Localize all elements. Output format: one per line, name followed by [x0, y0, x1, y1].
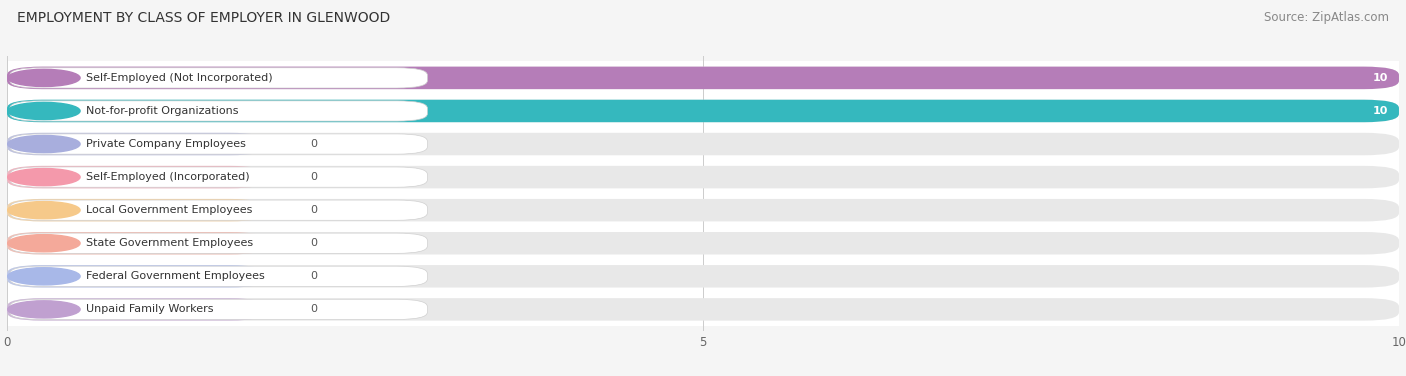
- FancyBboxPatch shape: [10, 200, 427, 220]
- Text: State Government Employees: State Government Employees: [87, 238, 253, 248]
- FancyBboxPatch shape: [7, 199, 264, 221]
- Circle shape: [7, 69, 80, 86]
- Text: Private Company Employees: Private Company Employees: [87, 139, 246, 149]
- Text: 0: 0: [311, 305, 318, 314]
- FancyBboxPatch shape: [7, 265, 1399, 288]
- Bar: [7, 161, 1399, 194]
- Bar: [7, 61, 1399, 94]
- Circle shape: [7, 202, 80, 219]
- Bar: [7, 227, 1399, 260]
- Text: 0: 0: [311, 238, 318, 248]
- FancyBboxPatch shape: [7, 133, 1399, 155]
- Text: Federal Government Employees: Federal Government Employees: [87, 271, 266, 281]
- Bar: [7, 194, 1399, 227]
- Text: Self-Employed (Not Incorporated): Self-Employed (Not Incorporated): [87, 73, 273, 83]
- FancyBboxPatch shape: [7, 67, 1399, 89]
- Text: Local Government Employees: Local Government Employees: [87, 205, 253, 215]
- Text: 0: 0: [311, 139, 318, 149]
- Text: Not-for-profit Organizations: Not-for-profit Organizations: [87, 106, 239, 116]
- FancyBboxPatch shape: [7, 232, 264, 255]
- Bar: [7, 127, 1399, 161]
- FancyBboxPatch shape: [7, 100, 1399, 122]
- Text: 10: 10: [1372, 73, 1388, 83]
- Circle shape: [7, 235, 80, 252]
- Text: EMPLOYMENT BY CLASS OF EMPLOYER IN GLENWOOD: EMPLOYMENT BY CLASS OF EMPLOYER IN GLENW…: [17, 11, 389, 25]
- Text: Unpaid Family Workers: Unpaid Family Workers: [87, 305, 214, 314]
- FancyBboxPatch shape: [7, 298, 264, 321]
- Circle shape: [7, 301, 80, 318]
- FancyBboxPatch shape: [7, 265, 264, 288]
- FancyBboxPatch shape: [7, 232, 1399, 255]
- FancyBboxPatch shape: [10, 167, 427, 187]
- FancyBboxPatch shape: [10, 233, 427, 253]
- Bar: [7, 94, 1399, 127]
- FancyBboxPatch shape: [7, 298, 1399, 321]
- FancyBboxPatch shape: [7, 166, 1399, 188]
- FancyBboxPatch shape: [7, 133, 264, 155]
- FancyBboxPatch shape: [10, 101, 427, 121]
- Circle shape: [7, 102, 80, 120]
- Circle shape: [7, 268, 80, 285]
- Text: 0: 0: [311, 172, 318, 182]
- Circle shape: [7, 168, 80, 186]
- FancyBboxPatch shape: [10, 134, 427, 154]
- Text: 0: 0: [311, 205, 318, 215]
- Circle shape: [7, 135, 80, 153]
- FancyBboxPatch shape: [7, 67, 1399, 89]
- Text: 10: 10: [1372, 106, 1388, 116]
- Bar: [7, 260, 1399, 293]
- FancyBboxPatch shape: [7, 199, 1399, 221]
- FancyBboxPatch shape: [10, 68, 427, 88]
- FancyBboxPatch shape: [7, 100, 1399, 122]
- FancyBboxPatch shape: [10, 266, 427, 287]
- FancyBboxPatch shape: [10, 299, 427, 320]
- Bar: [7, 293, 1399, 326]
- FancyBboxPatch shape: [7, 166, 264, 188]
- Text: Source: ZipAtlas.com: Source: ZipAtlas.com: [1264, 11, 1389, 24]
- Text: Self-Employed (Incorporated): Self-Employed (Incorporated): [87, 172, 250, 182]
- Text: 0: 0: [311, 271, 318, 281]
